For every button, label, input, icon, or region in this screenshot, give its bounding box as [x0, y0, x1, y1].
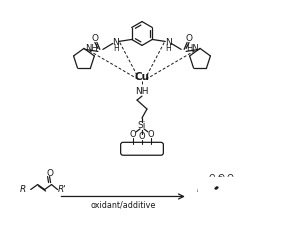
Text: R': R': [58, 185, 67, 194]
Text: H: H: [165, 44, 171, 53]
Text: O: O: [227, 174, 234, 183]
Text: O: O: [216, 176, 223, 185]
Text: R: R: [201, 188, 208, 197]
Text: oxidant/additive: oxidant/additive: [90, 201, 156, 210]
Text: O: O: [91, 34, 98, 43]
Text: O: O: [46, 169, 53, 178]
Text: NH: NH: [86, 44, 98, 53]
Text: N: N: [165, 38, 172, 47]
Text: H: H: [113, 44, 119, 53]
Text: NH: NH: [135, 87, 149, 96]
Text: O: O: [139, 132, 145, 141]
Text: O: O: [130, 130, 136, 139]
Text: N: N: [112, 38, 119, 47]
Text: O: O: [186, 34, 193, 43]
Text: R: R: [20, 185, 26, 194]
Text: HN: HN: [186, 44, 198, 53]
Text: O: O: [217, 174, 224, 183]
Text: R: R: [197, 185, 203, 194]
Text: Cu: Cu: [135, 72, 150, 82]
Bar: [198, 177, 282, 206]
Text: O: O: [148, 130, 154, 139]
Text: Si: Si: [138, 122, 146, 130]
Text: O: O: [208, 174, 215, 183]
Text: R': R': [235, 188, 244, 197]
